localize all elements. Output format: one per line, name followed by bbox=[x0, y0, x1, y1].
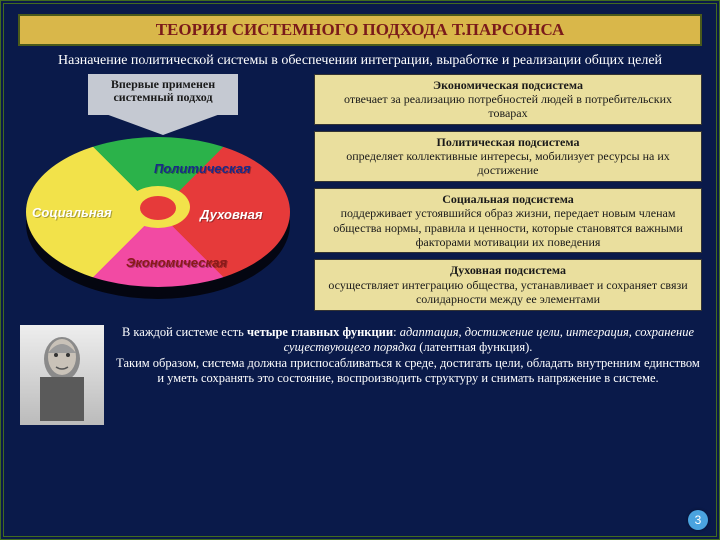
page-number-badge: 3 bbox=[688, 510, 708, 530]
slide-frame: ТЕОРИЯ СИСТЕМНОГО ПОДХОДА Т.ПАРСОНСА Наз… bbox=[0, 0, 720, 540]
title-bar: ТЕОРИЯ СИСТЕМНОГО ПОДХОДА Т.ПАРСОНСА bbox=[18, 14, 702, 46]
info-title: Социальная подсистема bbox=[442, 192, 574, 206]
info-box-political: Политическая подсистема определяет колле… bbox=[314, 131, 702, 182]
subtitle: Назначение политической системы в обеспе… bbox=[4, 52, 716, 74]
bp2: Таким образом, система должна приспосабл… bbox=[116, 356, 700, 386]
pie-label-political: Политическая bbox=[154, 161, 251, 176]
arrow-caption: Впервые применен системный подход bbox=[111, 77, 215, 105]
left-column: Впервые применен системный подход Полити… bbox=[18, 74, 308, 317]
info-body: отвечает за реализацию потребностей люде… bbox=[344, 92, 672, 120]
bottom-row: В каждой системе есть четыре главных фун… bbox=[4, 317, 716, 425]
info-title: Политическая подсистема bbox=[437, 135, 580, 149]
portrait-image bbox=[20, 325, 104, 425]
bp1b: четыре главных функции bbox=[247, 325, 393, 339]
info-box-spiritual: Духовная подсистема осуществляет интегра… bbox=[314, 259, 702, 310]
info-title: Духовная подсистема bbox=[450, 263, 566, 277]
info-body: осуществляет интеграцию общества, устана… bbox=[328, 278, 687, 306]
bp1e: (латентная функция). bbox=[416, 340, 532, 354]
bp1a: В каждой системе есть bbox=[122, 325, 247, 339]
info-body: поддерживает устоявшийся образ жизни, пе… bbox=[333, 206, 683, 249]
info-title: Экономическая подсистема bbox=[433, 78, 583, 92]
info-box-economic: Экономическая подсистема отвечает за реа… bbox=[314, 74, 702, 125]
main-row: Впервые применен системный подход Полити… bbox=[4, 74, 716, 317]
pie-label-social: Социальная bbox=[32, 205, 112, 220]
info-box-social: Социальная подсистема поддерживает устоя… bbox=[314, 188, 702, 254]
pie-core bbox=[140, 196, 176, 220]
bp1c: : bbox=[393, 325, 400, 339]
arrow-caption-box: Впервые применен системный подход bbox=[88, 74, 238, 116]
title-text: ТЕОРИЯ СИСТЕМНОГО ПОДХОДА Т.ПАРСОНСА bbox=[156, 20, 565, 39]
pie-label-economic: Экономическая bbox=[126, 255, 227, 270]
info-body: определяет коллективные интересы, мобили… bbox=[346, 149, 670, 177]
pie-chart: Политическая Духовная Экономическая Соци… bbox=[18, 131, 298, 311]
bottom-text: В каждой системе есть четыре главных фун… bbox=[116, 325, 700, 388]
pie-label-spiritual: Духовная bbox=[200, 207, 263, 222]
right-column: Экономическая подсистема отвечает за реа… bbox=[308, 74, 702, 317]
